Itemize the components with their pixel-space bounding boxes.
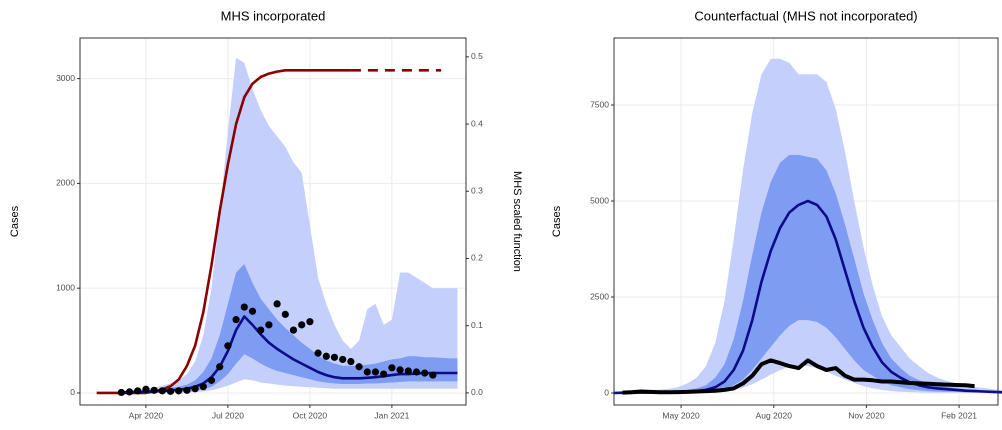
observed-point [117, 388, 125, 397]
observed-point [396, 366, 404, 374]
observed-point [257, 326, 265, 334]
x-tick-label: Apr 2020 [129, 410, 164, 420]
observed-point [240, 303, 248, 311]
observed-point [322, 352, 330, 360]
observed-point [380, 370, 388, 378]
observed-point [207, 376, 216, 384]
observed-point [199, 383, 207, 391]
y2-tick-label: 0.0 [471, 387, 483, 397]
observed-point [314, 349, 322, 357]
x-tick-label: Jan 2021 [374, 410, 409, 420]
y-tick-label: 0 [604, 387, 609, 397]
y-axis-label: Cases [9, 205, 21, 237]
y2-tick-label: 0.4 [471, 118, 483, 128]
observed-point [175, 387, 183, 395]
observed-point [134, 387, 142, 395]
observed-point [412, 368, 421, 376]
observed-point [347, 357, 355, 366]
observed-point [191, 385, 199, 393]
interval-band [613, 154, 1002, 393]
observed-point [183, 386, 191, 394]
y2-tick-label: 0.1 [471, 320, 483, 330]
y-tick-label: 1000 [56, 282, 75, 292]
x-tick-label: Aug 2020 [756, 410, 793, 420]
observed-point [248, 307, 257, 315]
observed-point [339, 355, 347, 364]
y-tick-label: 7500 [590, 99, 609, 109]
y-tick-label: 2500 [590, 291, 609, 301]
observed-point [298, 321, 306, 329]
y-tick-label: 2000 [56, 178, 75, 188]
observed-point [281, 310, 289, 318]
x-tick-label: Jul 2020 [212, 410, 244, 420]
observed-point [232, 316, 240, 324]
observed-point [355, 363, 363, 371]
observed-point [273, 300, 281, 308]
interval-band [121, 264, 458, 393]
y2-tick-label: 0.5 [471, 51, 483, 61]
observed-point [224, 342, 232, 350]
plot-border [613, 37, 999, 406]
chart-title: Counterfactual (MHS not incorporated) [694, 8, 917, 23]
series-line [622, 358, 975, 395]
y2-tick-label: 0.2 [471, 253, 483, 263]
y-tick-label: 3000 [56, 73, 75, 83]
observed-point [125, 388, 134, 396]
interval-band [121, 57, 458, 393]
observed-point [150, 386, 158, 394]
observed-point [265, 321, 273, 329]
chart-title: MHS incorporated [221, 8, 326, 23]
x-tick-label: May 2020 [662, 410, 700, 420]
observed-point [429, 371, 437, 379]
observed-point [216, 363, 224, 371]
observed-point [330, 353, 339, 361]
y-axis-label: Cases [551, 205, 563, 237]
observed-point [142, 385, 150, 393]
y2-tick-label: 0.3 [471, 186, 483, 196]
observed-point [363, 368, 371, 376]
observed-point [388, 364, 396, 372]
plot-border [79, 37, 467, 406]
observed-point [404, 367, 412, 375]
x-tick-label: Feb 2021 [941, 410, 977, 420]
y-tick-label: 5000 [590, 195, 609, 205]
observed-point [166, 387, 175, 395]
y-tick-label: 0 [70, 387, 75, 397]
y2-axis-label: MHS scaled function [511, 171, 523, 272]
observed-point [289, 326, 298, 334]
x-tick-label: Nov 2020 [848, 410, 885, 420]
observed-point [421, 369, 429, 377]
observed-point [158, 387, 166, 395]
observed-point [306, 318, 314, 326]
observed-point [371, 368, 380, 376]
x-tick-label: Oct 2020 [293, 410, 328, 420]
